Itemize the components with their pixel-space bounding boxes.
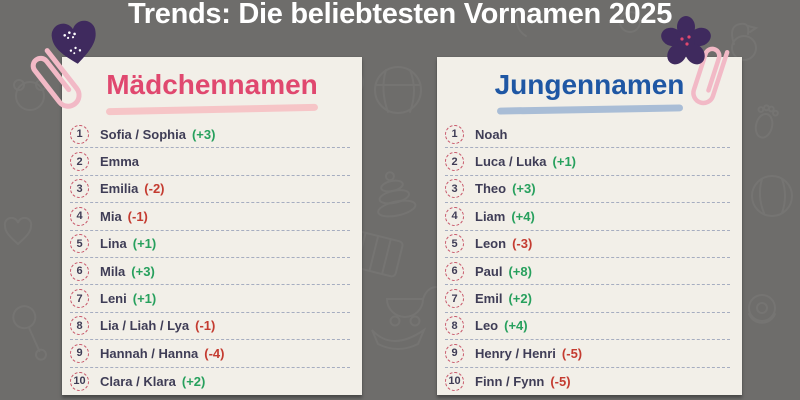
name-label: Paul: [475, 263, 503, 279]
rank-badge: 1: [445, 124, 464, 144]
rank-badge: 4: [70, 206, 89, 226]
rank-change: (+1): [552, 154, 577, 170]
rank-badge: 8: [70, 316, 89, 336]
name-label: Emilia: [100, 181, 139, 197]
rank-badge: 4: [445, 206, 464, 226]
rank-badge: 7: [70, 289, 89, 309]
rank-badge: 1: [70, 124, 89, 144]
rank-change: (+4): [504, 318, 528, 334]
name-label: Lia / Liah / Lya: [100, 318, 190, 334]
list-item: 9 Henry / Henri (-5): [445, 340, 730, 368]
name-label: Leon: [475, 236, 507, 252]
rank-badge: 9: [70, 343, 89, 363]
list-item: 3 Emilia (-2): [70, 176, 350, 204]
name-label: Lina: [100, 236, 127, 252]
rank-change: (-5): [561, 345, 583, 361]
list-item: 1 Sofia / Sophia (+3): [70, 121, 350, 149]
rank-change: (-3): [512, 236, 533, 252]
name-label: Finn / Fynn: [475, 373, 545, 389]
rank-badge: 7: [445, 289, 464, 309]
list-item: 3 Theo (+3): [445, 176, 730, 204]
girls-card-title: Mädchennamen: [106, 69, 318, 100]
page-title: Trends: Die beliebtesten Vornamen 2025: [127, 0, 673, 30]
boys-title-underline: [496, 104, 683, 115]
paperclip-icon: [30, 48, 82, 109]
rank-change: (-1): [127, 208, 148, 224]
rank-badge: 2: [70, 152, 89, 172]
boys-names-card: Jungennamen 1 Noah 2 Luca / Luka (+1) 3 …: [437, 57, 742, 395]
rank-change: (-1): [195, 318, 216, 334]
name-label: Leo: [475, 318, 499, 334]
list-item: 9 Hannah / Hanna (-4): [70, 340, 350, 368]
name-label: Noah: [475, 126, 508, 142]
name-label: Theo: [475, 181, 507, 197]
list-item: 5 Lina (+1): [70, 231, 350, 258]
name-label: Luca / Luka: [475, 154, 547, 170]
rank-change: (+1): [132, 291, 157, 307]
rank-change: (+3): [512, 181, 536, 197]
girls-names-card: Mädchennamen 1 Sofia / Sophia (+3) 2 Emm…: [62, 57, 362, 395]
rank-badge: 3: [70, 179, 89, 199]
list-item: 6 Paul (+8): [445, 258, 730, 286]
heart-icon: [51, 20, 96, 64]
list-item: 4 Mia (-1): [70, 203, 350, 231]
name-label: Emil: [475, 291, 503, 307]
name-label: Mia: [100, 208, 122, 224]
name-label: Leni: [100, 291, 127, 307]
rank-badge: 9: [445, 343, 464, 363]
list-item: 6 Mila (+3): [70, 258, 350, 286]
list-item: 10 Clara / Klara (+2): [70, 368, 350, 395]
rank-change: (+3): [191, 126, 216, 142]
girls-name-list: 1 Sofia / Sophia (+3) 2 Emma 3 Emilia (-…: [70, 121, 350, 395]
boys-name-list: 1 Noah 2 Luca / Luka (+1) 3 Theo (+3) 4 …: [445, 121, 730, 395]
name-label: Liam: [475, 208, 506, 224]
name-label: Mila: [100, 263, 126, 279]
rank-change: (-2): [144, 181, 165, 197]
rank-badge: 5: [70, 234, 89, 254]
rank-badge: 6: [445, 261, 464, 281]
girls-title-underline: [105, 103, 319, 116]
rank-badge: 10: [445, 371, 464, 391]
name-label: Hannah / Hanna: [100, 345, 199, 361]
rank-badge: 2: [445, 152, 464, 172]
rank-change: (+1): [132, 236, 157, 252]
rank-badge: 8: [445, 316, 464, 336]
rank-change: (+2): [181, 373, 206, 389]
name-label: Sofia / Sophia: [100, 126, 186, 142]
rank-change: (+8): [508, 263, 532, 279]
name-label: Emma: [100, 154, 140, 170]
list-item: 2 Emma: [70, 148, 350, 176]
name-label: Henry / Henri: [475, 345, 556, 361]
boys-card-title: Jungennamen: [494, 69, 685, 100]
rank-change: (-4): [204, 345, 225, 361]
paperclip-icon: [691, 46, 730, 106]
list-item: 2 Luca / Luka (+1): [445, 148, 730, 176]
list-item: 7 Leni (+1): [70, 285, 350, 313]
rank-change: (+2): [508, 291, 532, 307]
list-item: 10 Finn / Fynn (-5): [445, 368, 730, 395]
rank-badge: 3: [445, 179, 464, 199]
rank-badge: 5: [445, 234, 464, 254]
list-item: 8 Lia / Liah / Lya (-1): [70, 313, 350, 341]
rank-change: (+3): [131, 263, 155, 279]
rank-change: (-5): [550, 373, 571, 389]
flower-icon: [661, 16, 711, 65]
list-item: 8 Leo (+4): [445, 313, 730, 341]
name-label: Clara / Klara: [100, 373, 176, 389]
list-item: 7 Emil (+2): [445, 285, 730, 313]
list-item: 5 Leon (-3): [445, 231, 730, 258]
list-item: 4 Liam (+4): [445, 203, 730, 231]
rank-change: (+4): [511, 208, 535, 224]
rank-badge: 10: [70, 371, 89, 391]
list-item: 1 Noah: [445, 121, 730, 149]
rank-badge: 6: [70, 261, 89, 281]
